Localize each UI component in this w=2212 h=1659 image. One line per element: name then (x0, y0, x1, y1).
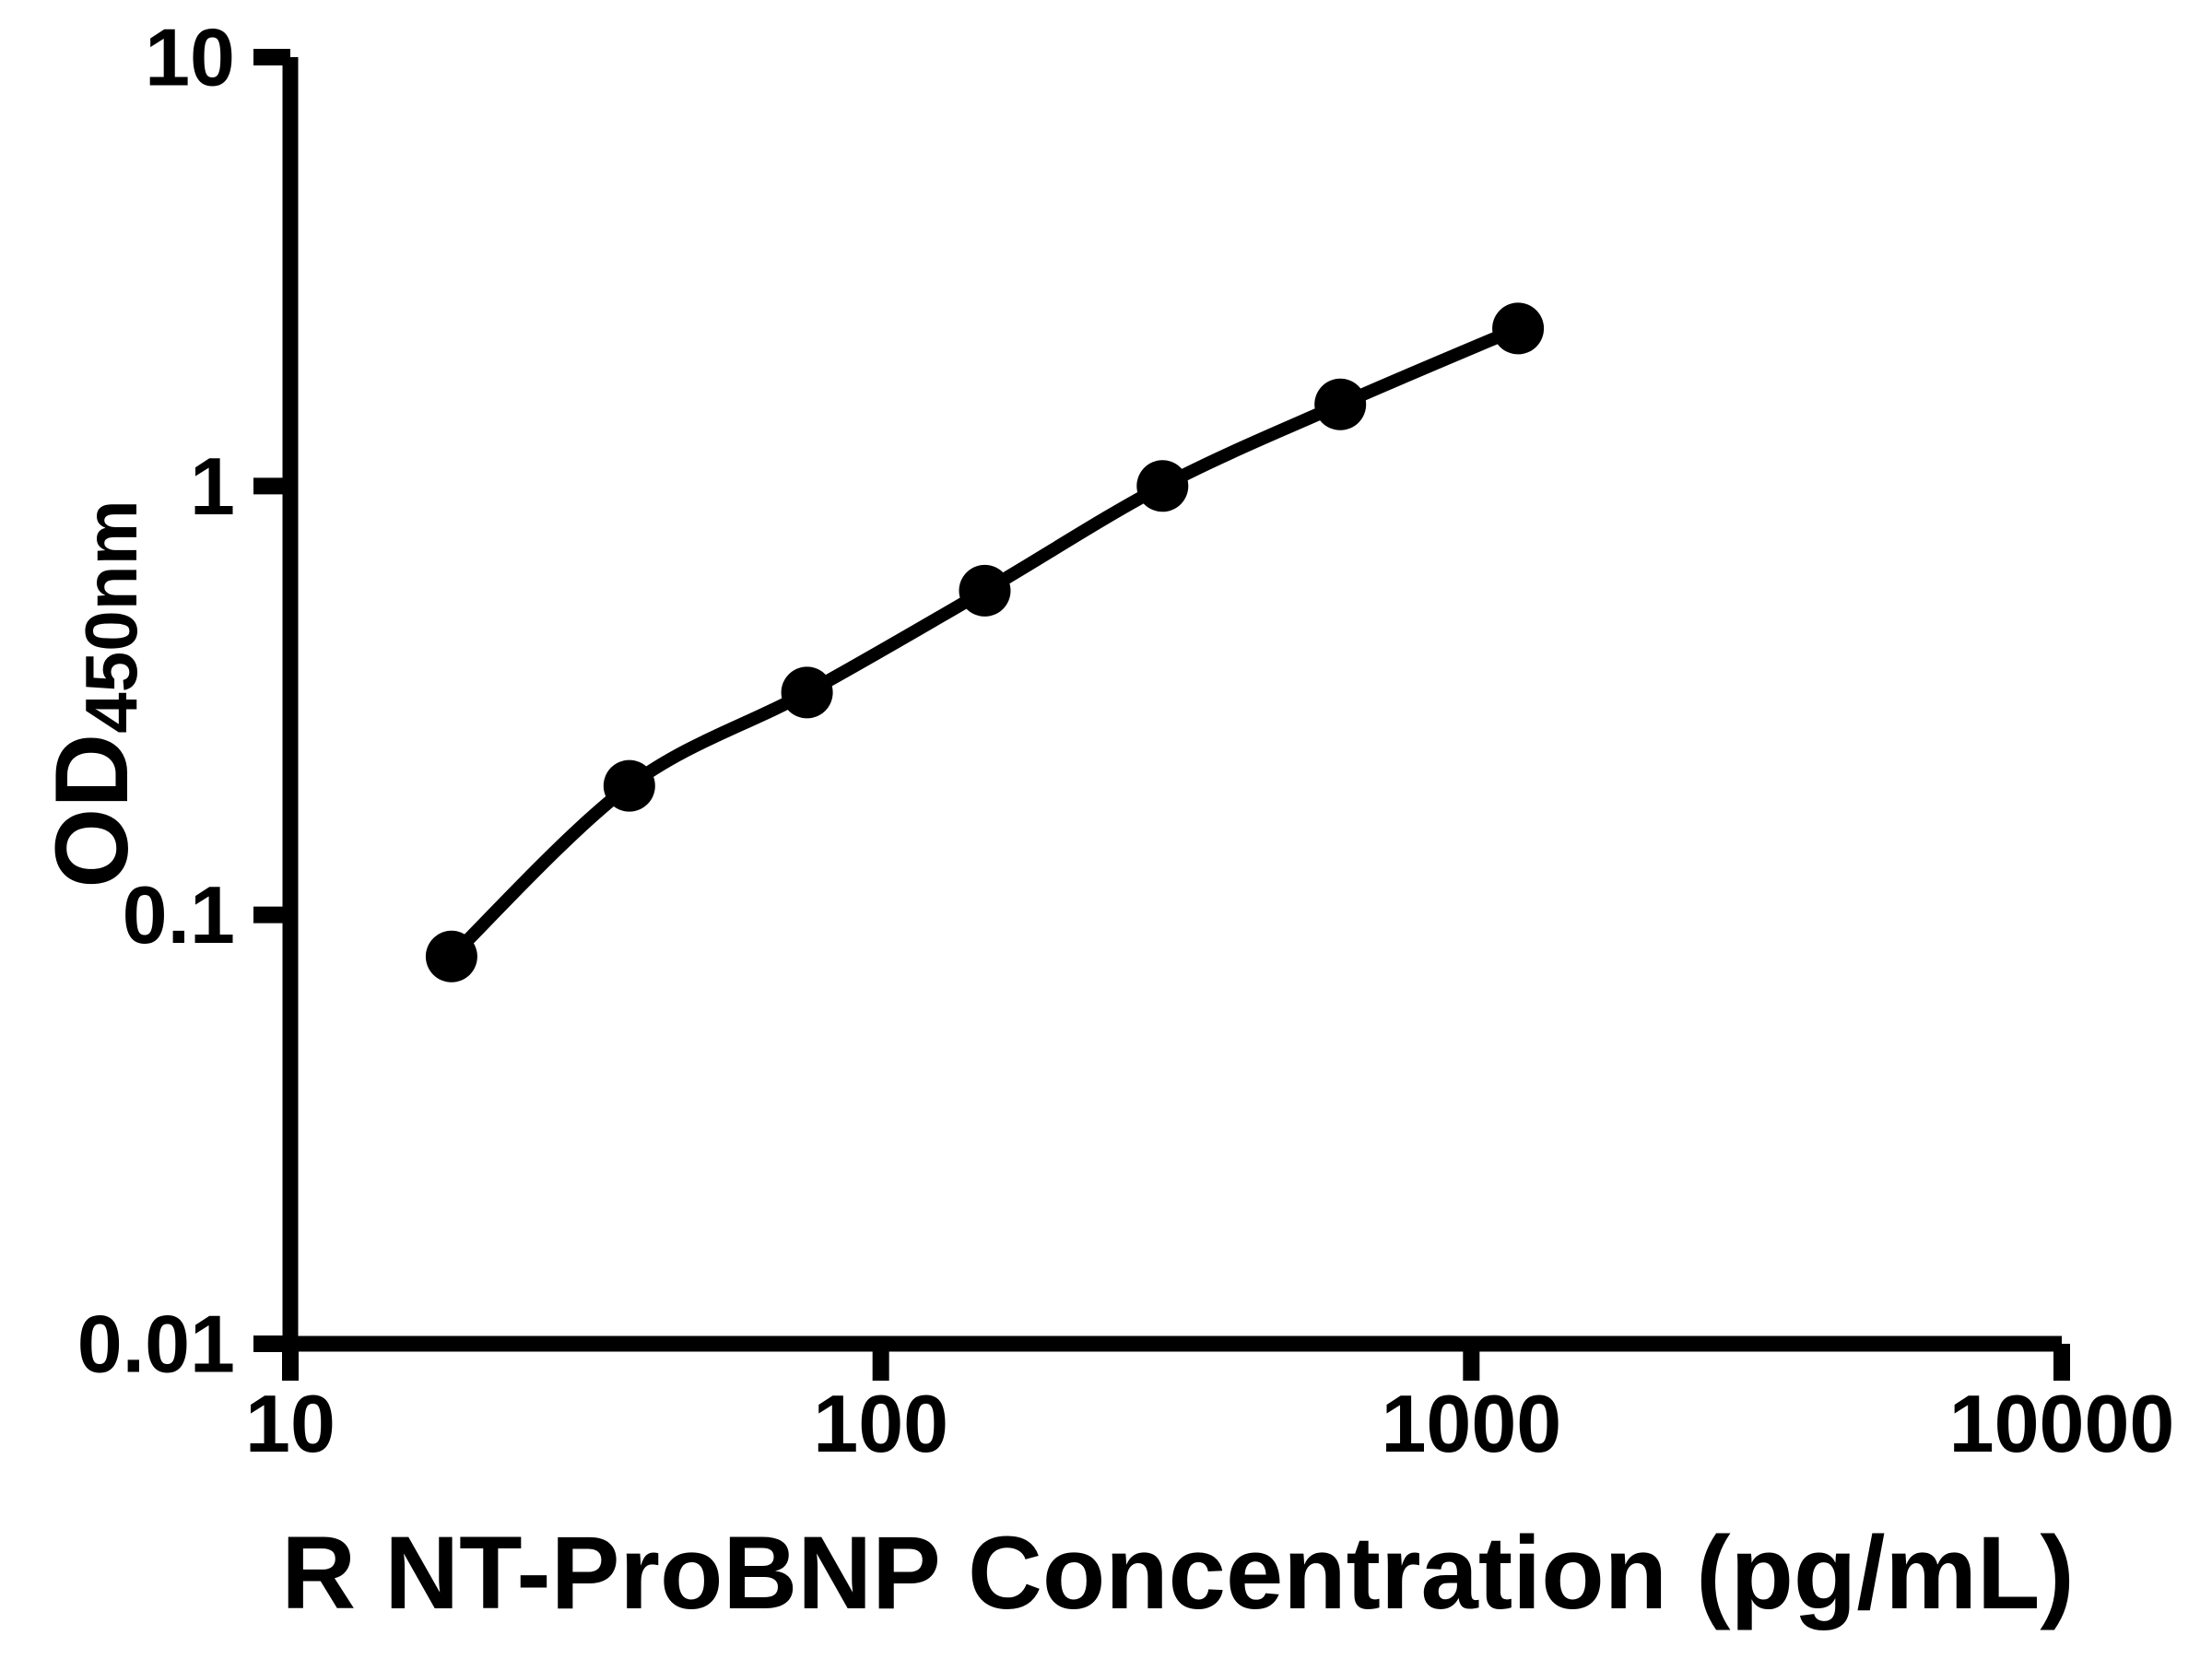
data-point (1136, 460, 1189, 512)
y-axis-title-subscript: 450nm (70, 500, 152, 734)
y-tick-label: 1 (190, 441, 235, 532)
x-tick-label: 100 (813, 1378, 948, 1469)
y-axis-title-main: OD (34, 733, 149, 888)
y-tick-label: 0.01 (77, 1299, 235, 1390)
data-point (781, 666, 833, 719)
x-tick-label: 10 (245, 1378, 335, 1469)
data-point (1492, 302, 1545, 355)
y-axis-title: OD450nm (34, 500, 152, 888)
y-tick-label: 0.1 (123, 869, 235, 960)
x-axis-title: R NT-ProBNP Concentration (pg/mL) (281, 1515, 2075, 1630)
data-point (425, 930, 477, 982)
y-tick-label: 10 (145, 12, 235, 103)
data-point (1314, 378, 1367, 430)
data-point (603, 759, 655, 812)
x-tick-label: 10000 (1949, 1378, 2175, 1469)
data-point (959, 564, 1011, 617)
x-tick-label: 1000 (1381, 1378, 1561, 1469)
